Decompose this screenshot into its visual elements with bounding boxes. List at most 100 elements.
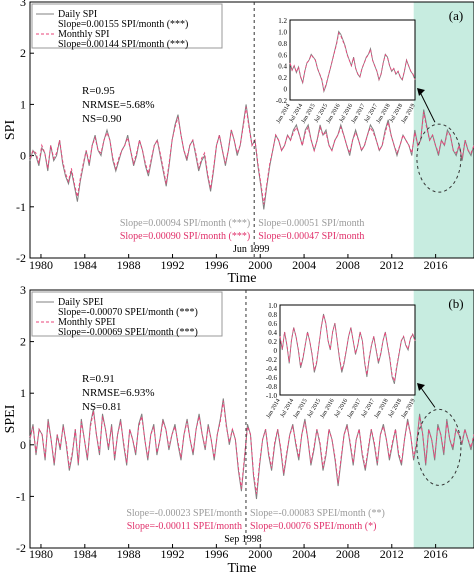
inset-chart: -1.0-0.8-0.6-0.4-0.200.20.40.60.81.0Jan … xyxy=(266,302,417,420)
y-tick-label: 0 xyxy=(20,438,26,452)
highlight-ellipse xyxy=(416,123,462,193)
x-tick-label: 2008 xyxy=(336,547,360,561)
chart-panel-b: -2 -1 0 1 2 3 1980 1984 1988 1992 1996 2000 2004 2008… xyxy=(3,283,474,576)
series-line-daily xyxy=(29,398,474,500)
inset-y-tick-label: 0 xyxy=(284,86,288,94)
inset-y-tick-label: 1.0 xyxy=(268,302,277,310)
inset-y-tick-label: 0.8 xyxy=(278,40,287,48)
change-point-label: Sep 1998 xyxy=(224,534,262,545)
shaded-region xyxy=(413,290,474,548)
y-tick-label: 1 xyxy=(20,97,26,111)
inset-y-tick-label: 0.4 xyxy=(278,63,287,71)
change-point-label: Jun 1999 xyxy=(233,244,269,255)
slope-before-monthly: Slope=0.00090 SPI/month (***) xyxy=(120,231,250,242)
y-tick-label: -1 xyxy=(16,489,26,503)
arrow-head xyxy=(417,88,425,96)
inset-y-tick-label: 1.0 xyxy=(278,28,287,36)
inset-y-tick-label: -0.6 xyxy=(266,374,278,382)
stat-text: R=0.95 xyxy=(82,85,115,97)
inset-frame xyxy=(279,304,416,396)
inset-y-tick-label: 0.8 xyxy=(268,311,277,319)
x-axis-label: Time xyxy=(227,271,256,286)
arrow-head xyxy=(417,383,425,391)
slope-after-daily: Slope=-0.00083 SPEI/month (**) xyxy=(250,508,385,519)
y-tick-label: -2 xyxy=(16,541,26,555)
panel-label: (b) xyxy=(448,296,463,311)
x-axis-label: Time xyxy=(227,561,256,576)
slope-before-daily: Slope=-0.00023 SPEI/month xyxy=(126,508,242,519)
inset-y-tick-label: -0.2 xyxy=(266,356,278,364)
legend-box xyxy=(31,291,223,337)
x-tick-label: 1984 xyxy=(73,547,97,561)
x-tick-label: 2016 xyxy=(424,547,448,561)
slope-before-daily: Slope=0.00094 SPI/month (***) xyxy=(120,218,250,229)
y-tick-label: 2 xyxy=(20,335,26,349)
x-tick-label: 2004 xyxy=(292,547,316,561)
y-axis-label: SPI xyxy=(3,120,18,141)
x-tick-label: 2000 xyxy=(248,547,272,561)
y-tick-label: -1 xyxy=(16,200,26,214)
x-tick-label: 2004 xyxy=(292,258,316,272)
y-tick-label: -2 xyxy=(16,251,26,265)
x-tick-label: 1992 xyxy=(161,258,185,272)
y-tick-label: 1 xyxy=(20,386,26,400)
x-tick-label: 1988 xyxy=(117,547,141,561)
x-tick-label: 1996 xyxy=(204,547,228,561)
inset-y-tick-label: 0.6 xyxy=(268,320,277,328)
inset-series-monthly xyxy=(289,32,416,92)
stat-text: NS=0.81 xyxy=(82,401,122,413)
plot-frame xyxy=(29,1,474,259)
panel-label: (a) xyxy=(449,8,463,23)
x-tick-label: 2012 xyxy=(380,547,404,561)
stat-text: NRMSE=6.93% xyxy=(82,387,155,399)
slope-after-monthly: Slope=0.00076 SPEI/month (*) xyxy=(250,521,376,532)
legend-slope: Slope=-0.00069 SPEI/month (***) xyxy=(58,327,198,338)
legend-slope: Slope=-0.00070 SPEI/month (***) xyxy=(58,307,198,318)
x-tick-label: 2016 xyxy=(424,258,448,272)
x-tick-label: 1980 xyxy=(29,258,53,272)
x-tick-label: 1984 xyxy=(73,258,97,272)
y-tick-label: 0 xyxy=(20,149,26,163)
y-tick-label: 3 xyxy=(20,0,26,9)
x-tick-label: 1980 xyxy=(29,547,53,561)
x-tick-label: 1996 xyxy=(204,258,228,272)
inset-y-tick-label: -1.0 xyxy=(266,392,278,400)
inset-y-tick-label: -0.2 xyxy=(276,97,288,105)
inset-y-tick-label: 0.4 xyxy=(268,329,277,337)
x-tick-label: 2008 xyxy=(336,258,360,272)
y-tick-label: 3 xyxy=(20,283,26,297)
slope-after-daily: Slope=0.00051 SPI/month xyxy=(258,218,364,229)
legend-series-name: Monthly SPEI xyxy=(58,317,116,328)
series-line-monthly xyxy=(29,106,474,205)
inset-y-tick-label: -0.4 xyxy=(266,365,278,373)
inset-y-tick-label: 0.2 xyxy=(278,74,287,82)
shaded-region xyxy=(413,2,474,258)
legend-series-name: Daily SPI xyxy=(58,9,97,20)
slope-before-monthly: Slope=-0.00011 SPEI/month xyxy=(127,521,242,532)
x-tick-label: 2000 xyxy=(248,258,272,272)
x-tick-label: 2012 xyxy=(380,258,404,272)
stat-text: NRMSE=5.68% xyxy=(82,99,155,111)
inset-y-tick-label: -0.8 xyxy=(266,383,278,391)
y-tick-label: 2 xyxy=(20,46,26,60)
slope-after-monthly: Slope=0.00047 SPI/month xyxy=(258,231,364,242)
arrow-line xyxy=(418,384,436,408)
inset-y-tick-label: 1.2 xyxy=(278,17,287,25)
legend-slope: Slope=0.00155 SPI/month (***) xyxy=(58,19,188,30)
inset-y-tick-label: 0.2 xyxy=(268,338,277,346)
chart-panel-a: -2 -1 0 1 2 3 1980 1984 1988 1992 1996 2000 2004 2008… xyxy=(3,0,474,286)
arrow-line xyxy=(418,89,436,123)
plot-frame xyxy=(29,289,474,549)
legend-series-name: Daily SPEI xyxy=(58,297,103,308)
highlight-ellipse xyxy=(416,408,462,486)
stat-text: R=0.91 xyxy=(82,373,115,385)
x-tick-label: 1992 xyxy=(161,547,185,561)
inset-y-tick-label: 0.6 xyxy=(278,51,287,59)
inset-series-monthly xyxy=(279,314,416,382)
legend-box xyxy=(31,3,223,49)
stat-text: NS=0.90 xyxy=(82,113,122,125)
